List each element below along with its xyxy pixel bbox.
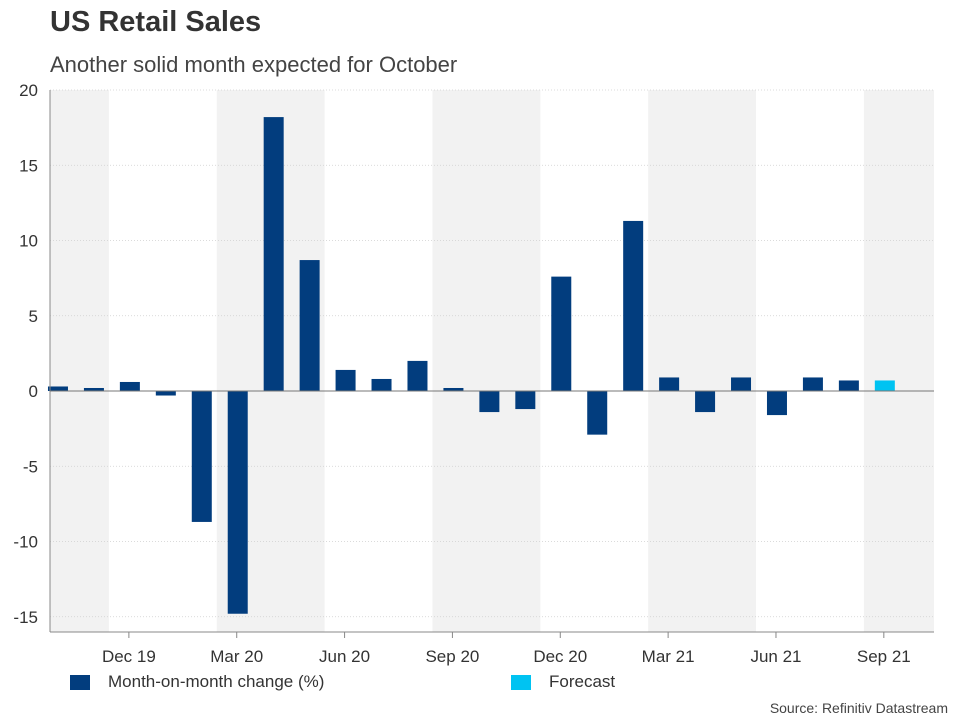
x-tick-label: Sep 20 xyxy=(425,647,479,666)
y-tick-label: 10 xyxy=(19,232,38,251)
bar-actual xyxy=(263,117,284,391)
bar-actual xyxy=(659,377,680,391)
x-tick-label: Jun 20 xyxy=(319,647,370,666)
quarter-band xyxy=(50,90,109,632)
chart-title: US Retail Sales xyxy=(50,6,262,38)
y-tick-label: 0 xyxy=(29,382,38,401)
bar-actual xyxy=(83,387,104,391)
bar-actual xyxy=(47,386,68,391)
bar-actual xyxy=(371,378,392,391)
bar-actual xyxy=(479,391,500,413)
legend-label-actual: Month-on-month change (%) xyxy=(108,672,325,691)
bar-actual xyxy=(695,391,716,413)
legend-item-forecast: Forecast xyxy=(511,672,615,692)
bar-actual xyxy=(443,387,464,391)
bar-actual xyxy=(802,377,823,391)
x-tick-label: Jun 21 xyxy=(750,647,801,666)
bar-actual xyxy=(515,391,536,410)
bar-actual xyxy=(191,391,212,522)
source-note: Source: Refinitiv Datastream xyxy=(769,700,948,716)
x-tick-label: Dec 20 xyxy=(533,647,587,666)
quarter-band xyxy=(648,90,757,632)
x-tick-label: Mar 20 xyxy=(210,647,263,666)
x-tick-label: Mar 21 xyxy=(642,647,695,666)
gridlines: 20 15 10 5 0 -5 -10 -15 xyxy=(13,81,934,627)
bar-actual xyxy=(731,377,752,391)
legend-label-forecast: Forecast xyxy=(549,672,616,691)
bar-actual xyxy=(119,381,140,391)
bar-actual xyxy=(551,276,572,391)
legend-swatch-forecast xyxy=(511,674,531,690)
bar-actual xyxy=(299,260,320,391)
y-tick-label: -10 xyxy=(13,533,38,552)
bar-actual xyxy=(623,220,644,391)
bar-actual xyxy=(155,391,176,396)
y-tick-label: 20 xyxy=(19,81,38,100)
bar-actual xyxy=(838,380,859,391)
legend-swatch-actual xyxy=(70,674,90,690)
bars xyxy=(47,117,895,614)
x-tick-label: Sep 21 xyxy=(857,647,911,666)
y-tick-label: 5 xyxy=(29,307,38,326)
y-tick-label: -5 xyxy=(23,457,38,476)
chart-subtitle: Another solid month expected for October xyxy=(50,52,458,77)
bar-forecast xyxy=(874,380,895,391)
quarter-bands xyxy=(50,90,934,632)
axes: Dec 19 Mar 20 Jun 20 Sep 20 Dec 20 Mar 21 Jun … xyxy=(49,90,934,666)
bar-actual xyxy=(227,391,248,614)
bar-actual xyxy=(407,360,428,391)
y-tick-label: -15 xyxy=(13,608,38,627)
x-tick-label: Dec 19 xyxy=(102,647,156,666)
legend-item-actual: Month-on-month change (%) xyxy=(70,672,324,692)
quarter-band xyxy=(863,90,934,632)
quarter-band xyxy=(432,90,541,632)
bar-actual xyxy=(335,369,356,391)
y-tick-label: 15 xyxy=(19,156,38,175)
bar-actual xyxy=(766,391,787,416)
bar-actual xyxy=(587,391,608,435)
